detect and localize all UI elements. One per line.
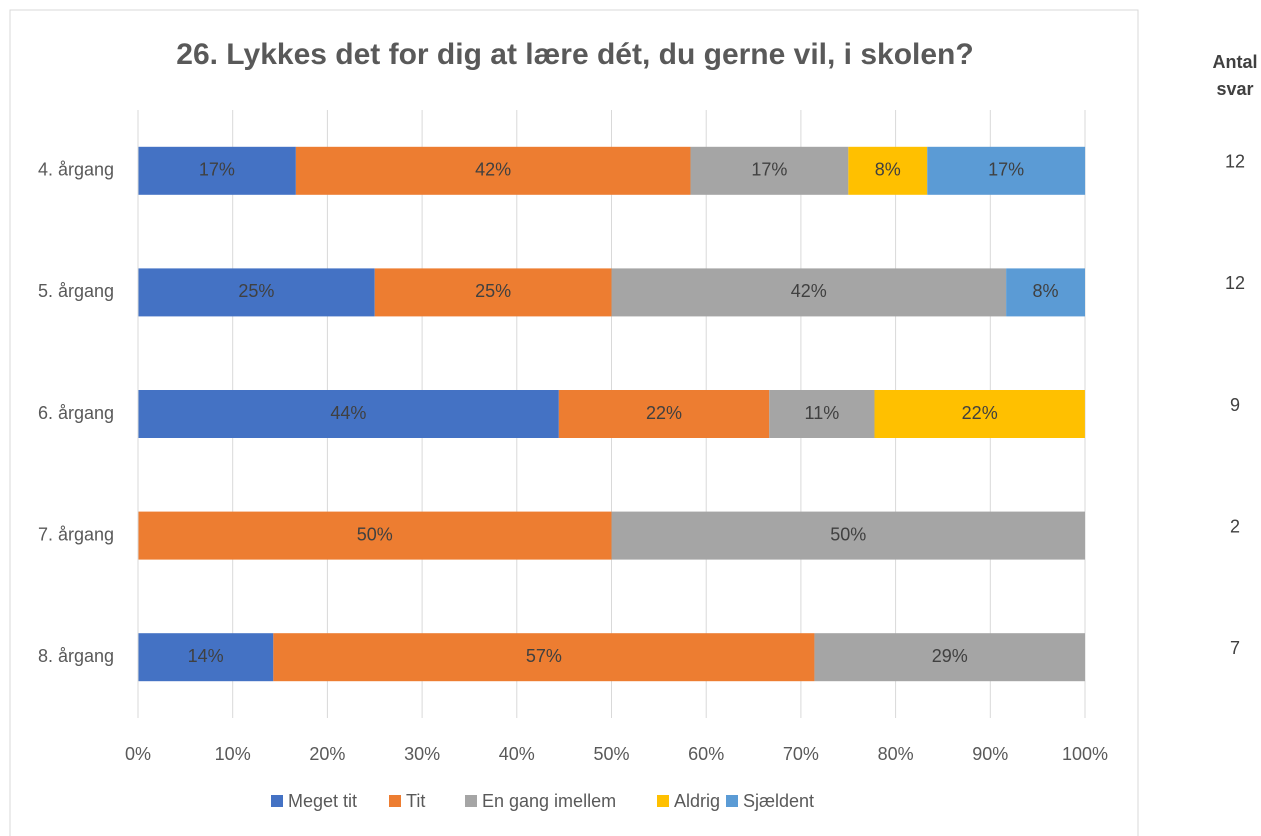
y-tick-label: 4. årgang [38, 160, 114, 180]
bar-segment [690, 146, 849, 195]
data-label: 25% [238, 281, 274, 301]
data-label: 42% [791, 281, 827, 301]
bar-segment [138, 633, 274, 682]
legend-swatch [465, 795, 477, 807]
count-label: 12 [1225, 152, 1245, 172]
legend-swatch [657, 795, 669, 807]
count-label: 9 [1230, 395, 1240, 415]
data-label: 17% [988, 160, 1024, 180]
chart-title: 26. Lykkes det for dig at lære dét, du g… [176, 38, 973, 71]
legend-label: Tit [406, 791, 425, 811]
count-label: 7 [1230, 638, 1240, 658]
data-label: 22% [962, 403, 998, 423]
bar-segment [611, 511, 1085, 560]
bar-segment [138, 146, 296, 195]
bar-segment [927, 146, 1086, 195]
legend-label: Aldrig [674, 791, 720, 811]
legend-label: Sjældent [743, 791, 814, 811]
bar-segment [874, 390, 1085, 438]
bar-segment [1006, 268, 1085, 317]
data-label: 29% [932, 646, 968, 666]
data-label: 14% [188, 646, 224, 666]
x-tick-label: 40% [499, 744, 535, 764]
data-label: 50% [357, 524, 393, 544]
data-label: 17% [751, 160, 787, 180]
bar-segment [138, 390, 559, 438]
x-tick-label: 20% [309, 744, 345, 764]
data-label: 22% [646, 403, 682, 423]
bar-segment [558, 390, 770, 438]
y-tick-label: 7. årgang [38, 524, 114, 544]
x-tick-label: 90% [972, 744, 1008, 764]
data-label: 8% [1033, 281, 1059, 301]
x-tick-label: 80% [878, 744, 914, 764]
count-label: 2 [1230, 516, 1240, 536]
x-tick-label: 30% [404, 744, 440, 764]
bar-segment [138, 268, 375, 317]
y-tick-label: 8. årgang [38, 646, 114, 666]
legend-swatch [271, 795, 283, 807]
legend-swatch [726, 795, 738, 807]
x-tick-label: 0% [125, 744, 151, 764]
legend-swatch [389, 795, 401, 807]
bar-segment [611, 268, 1007, 317]
y-tick-label: 5. årgang [38, 281, 114, 301]
counts-title: Antal [1213, 52, 1258, 72]
y-tick-label: 6. årgang [38, 403, 114, 423]
x-tick-label: 100% [1062, 744, 1108, 764]
bar-segment [374, 268, 612, 317]
legend-label: En gang imellem [482, 791, 616, 811]
data-label: 44% [330, 403, 366, 423]
bar-segment [814, 633, 1085, 682]
counts-title: svar [1216, 79, 1253, 99]
data-label: 25% [475, 281, 511, 301]
x-tick-label: 10% [215, 744, 251, 764]
x-tick-label: 60% [688, 744, 724, 764]
legend-label: Meget tit [288, 791, 357, 811]
bar-segment [848, 146, 928, 195]
data-label: 8% [875, 160, 901, 180]
data-label: 17% [199, 160, 235, 180]
x-tick-label: 70% [783, 744, 819, 764]
data-label: 11% [805, 403, 840, 423]
data-label: 50% [830, 524, 866, 544]
bar-segment [769, 390, 875, 438]
x-tick-label: 50% [593, 744, 629, 764]
data-label: 42% [475, 160, 511, 180]
bar-segment [138, 511, 612, 560]
data-label: 57% [526, 646, 562, 666]
bar-segment [295, 146, 691, 195]
bar-segment [273, 633, 815, 682]
count-label: 12 [1225, 273, 1245, 293]
